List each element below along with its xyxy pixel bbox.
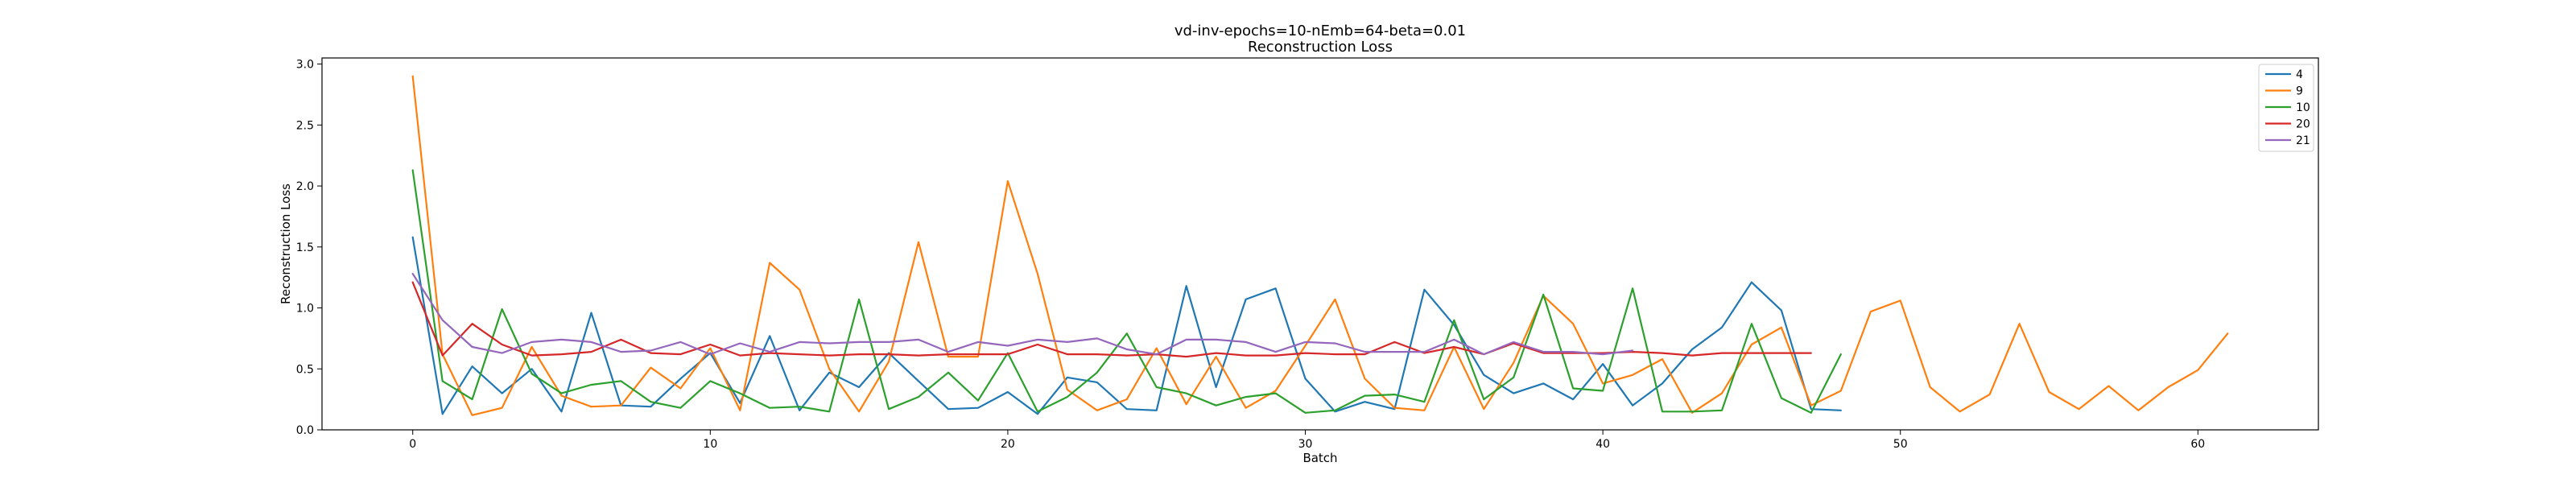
legend-label-10: 10 [2296, 101, 2310, 114]
y-tick-label: 0.0 [296, 424, 314, 437]
axis-ticks: 0 10 20 30 40 50 60 0.0 0.5 1.0 1.5 2.0 2.5 3.0 [296, 59, 2205, 451]
y-axis-label: Reconstruction Loss [279, 184, 293, 304]
x-tick-label: 20 [1001, 438, 1015, 451]
y-tick-label: 3.0 [296, 59, 314, 72]
x-tick-label: 30 [1298, 438, 1313, 451]
y-tick-label: 0.5 [296, 363, 314, 376]
chart-subtitle: Reconstruction Loss [1248, 39, 1393, 56]
x-tick-label: 60 [2190, 438, 2205, 451]
legend-label-20: 20 [2296, 118, 2310, 131]
x-tick-label: 0 [409, 438, 416, 451]
x-tick-label: 10 [703, 438, 717, 451]
plot-frame [321, 57, 2319, 431]
y-tick-label: 1.5 [296, 241, 314, 254]
legend-label-21: 21 [2296, 134, 2310, 147]
x-tick-label: 40 [1596, 438, 1610, 451]
x-axis-label: Batch [1302, 451, 1337, 465]
y-tick-label: 2.5 [296, 119, 314, 132]
legend-label-9: 9 [2296, 85, 2303, 98]
series-line-10 [411, 169, 1842, 414]
plot-series [411, 75, 2229, 416]
series-line-9 [411, 75, 2229, 416]
series-line-4 [411, 236, 1842, 415]
legend: 4 9 10 20 21 [2258, 64, 2314, 152]
series-line-21 [411, 273, 1634, 356]
legend-label-4: 4 [2296, 68, 2303, 81]
chart-title: vd-inv-epochs=10-nEmb=64-beta=0.01 [1174, 23, 1466, 39]
y-tick-label: 1.0 [296, 303, 314, 316]
y-tick-label: 2.0 [296, 180, 314, 193]
x-tick-label: 50 [1893, 438, 1908, 451]
